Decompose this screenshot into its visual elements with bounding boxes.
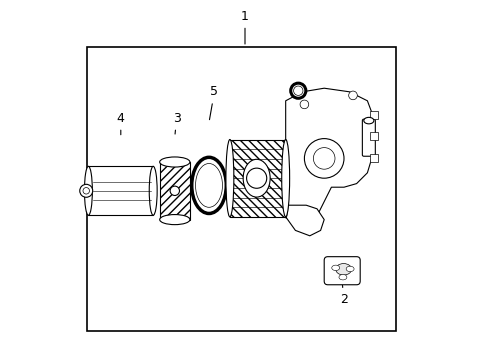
Bar bbox=[88, 166, 153, 215]
Circle shape bbox=[80, 184, 93, 197]
Ellipse shape bbox=[282, 139, 290, 217]
Circle shape bbox=[83, 188, 90, 194]
FancyBboxPatch shape bbox=[324, 257, 360, 285]
Bar bbox=[87, 47, 396, 331]
Bar bbox=[160, 162, 190, 220]
Ellipse shape bbox=[332, 265, 340, 271]
Bar bbox=[230, 139, 286, 217]
FancyBboxPatch shape bbox=[363, 119, 375, 156]
Bar bbox=[370, 132, 378, 140]
Ellipse shape bbox=[243, 159, 270, 197]
Circle shape bbox=[349, 91, 357, 100]
Bar bbox=[370, 111, 378, 119]
Ellipse shape bbox=[294, 86, 303, 95]
Ellipse shape bbox=[192, 157, 226, 213]
Ellipse shape bbox=[346, 266, 354, 272]
Ellipse shape bbox=[149, 166, 157, 215]
Ellipse shape bbox=[226, 139, 234, 217]
Ellipse shape bbox=[84, 166, 92, 215]
Circle shape bbox=[300, 100, 309, 109]
Bar bbox=[370, 154, 378, 162]
Ellipse shape bbox=[364, 117, 374, 124]
Ellipse shape bbox=[196, 163, 222, 207]
Text: 2: 2 bbox=[340, 285, 348, 306]
Text: 5: 5 bbox=[210, 85, 219, 120]
Ellipse shape bbox=[339, 274, 347, 280]
Ellipse shape bbox=[291, 83, 306, 98]
Polygon shape bbox=[286, 205, 324, 236]
Circle shape bbox=[246, 168, 267, 188]
Circle shape bbox=[314, 148, 335, 169]
Ellipse shape bbox=[336, 264, 351, 275]
Ellipse shape bbox=[160, 215, 190, 225]
Circle shape bbox=[170, 186, 179, 195]
Text: 1: 1 bbox=[241, 10, 249, 44]
Circle shape bbox=[304, 139, 344, 178]
Text: 4: 4 bbox=[117, 112, 125, 135]
Text: 3: 3 bbox=[172, 112, 180, 134]
Ellipse shape bbox=[160, 157, 190, 167]
Polygon shape bbox=[286, 88, 374, 221]
